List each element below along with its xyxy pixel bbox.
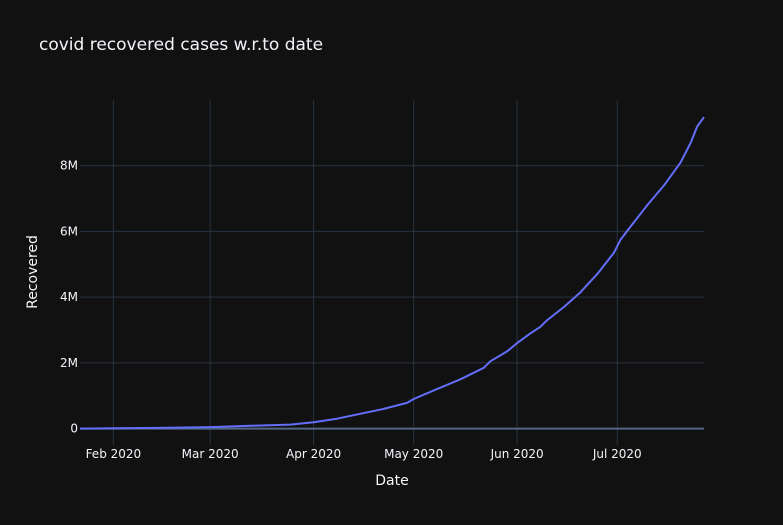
y-gridlines [80,165,704,430]
x-tick-label: Mar 2020 [182,447,239,461]
x-tick-label: May 2020 [384,447,443,461]
x-axis-title: Date [375,473,408,489]
x-tick-label: Jul 2020 [592,447,642,461]
y-tick-label: 8M [60,159,78,173]
y-tick-label: 0 [70,422,78,436]
chart-title: covid recovered cases w.r.to date [39,35,323,55]
y-tick-label: 4M [60,290,78,304]
y-axis-title: Recovered [25,235,41,309]
x-tick-label: Apr 2020 [286,447,341,461]
series-layer [79,116,705,430]
y-tick-label: 2M [60,356,78,370]
x-gridlines [112,100,618,445]
x-tick-label: Jun 2020 [490,447,544,461]
x-tick-labels: Feb 2020 Mar 2020 Apr 2020 May 2020 Jun 2020… [86,447,642,461]
series-line [79,116,705,430]
y-tick-labels: 0 2M 4M 6M 8M [60,159,78,436]
y-tick-label: 6M [60,224,78,238]
x-tick-label: Feb 2020 [86,447,142,461]
